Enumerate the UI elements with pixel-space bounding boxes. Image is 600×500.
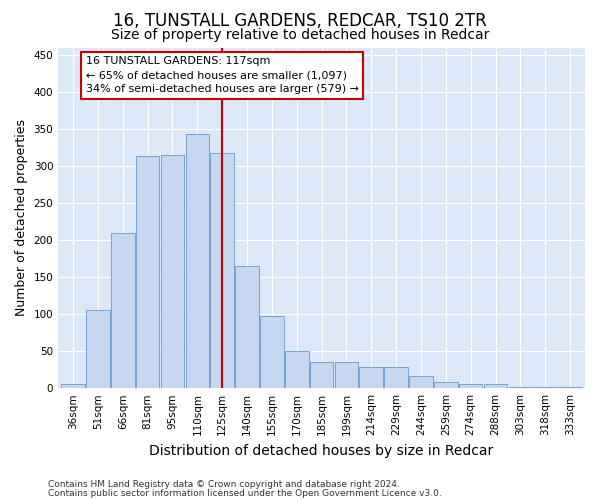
Bar <box>359 366 383 388</box>
Bar <box>459 384 482 388</box>
Bar <box>434 382 458 388</box>
Bar <box>484 384 508 388</box>
Bar <box>285 351 308 388</box>
Bar <box>185 134 209 388</box>
Text: Contains public sector information licensed under the Open Government Licence v3: Contains public sector information licen… <box>48 488 442 498</box>
Bar <box>61 384 85 388</box>
Y-axis label: Number of detached properties: Number of detached properties <box>15 120 28 316</box>
Bar <box>211 152 234 388</box>
Bar <box>310 362 334 388</box>
Bar <box>161 155 184 388</box>
Text: 16 TUNSTALL GARDENS: 117sqm
← 65% of detached houses are smaller (1,097)
34% of : 16 TUNSTALL GARDENS: 117sqm ← 65% of det… <box>86 56 359 94</box>
Bar <box>136 156 160 388</box>
Bar <box>335 362 358 388</box>
Bar <box>409 376 433 388</box>
Text: Contains HM Land Registry data © Crown copyright and database right 2024.: Contains HM Land Registry data © Crown c… <box>48 480 400 489</box>
Text: Size of property relative to detached houses in Redcar: Size of property relative to detached ho… <box>111 28 489 42</box>
Text: 16, TUNSTALL GARDENS, REDCAR, TS10 2TR: 16, TUNSTALL GARDENS, REDCAR, TS10 2TR <box>113 12 487 30</box>
Bar <box>509 386 532 388</box>
X-axis label: Distribution of detached houses by size in Redcar: Distribution of detached houses by size … <box>149 444 494 458</box>
Bar <box>111 232 134 388</box>
Bar <box>86 310 110 388</box>
Bar <box>235 266 259 388</box>
Bar <box>260 316 284 388</box>
Bar <box>385 366 408 388</box>
